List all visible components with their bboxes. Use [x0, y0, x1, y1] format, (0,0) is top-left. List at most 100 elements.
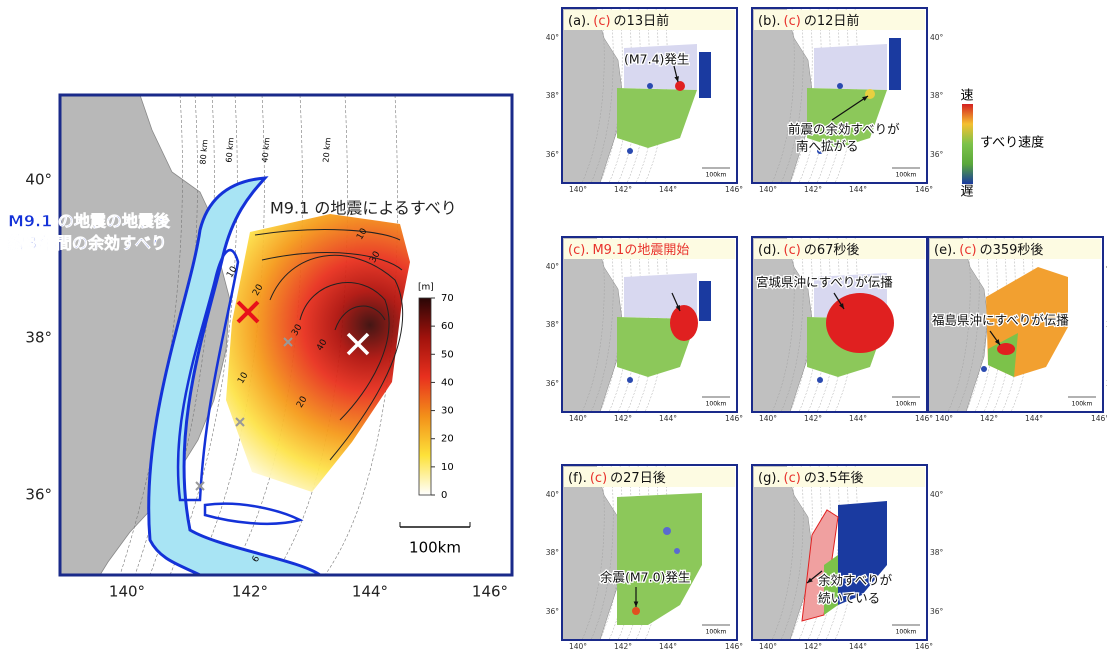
- y-tick-label: 36°: [546, 379, 560, 388]
- slip-patch: [674, 548, 680, 554]
- y-tick-label: 40°: [930, 33, 944, 42]
- figure: M9.1 の地震によるすべり M9.1 の地震の地震後 約３年間の余効すべり […: [0, 0, 1107, 654]
- x-tick-label: 142°: [614, 185, 632, 194]
- scale-label: 100km: [706, 172, 727, 179]
- x-tick-label: 146°: [725, 414, 743, 423]
- x-tick-label: 144°: [849, 642, 867, 651]
- panel-title: (a).(c)の13日前: [568, 13, 669, 29]
- annotation: (M7.4)発生: [624, 52, 689, 67]
- y-tick-label: 38°: [930, 548, 944, 557]
- panel-title: (c).M9.1の地震開始: [568, 243, 689, 258]
- scale-label: 100km: [1072, 401, 1093, 408]
- y-tick-label: 40°: [546, 33, 560, 42]
- x-tick-label: 144°: [1025, 414, 1043, 423]
- y-tick-label: 38°: [546, 91, 560, 100]
- x-tick-label: 140°: [569, 185, 587, 194]
- panel: (c).M9.1の地震開始100km140°142°144°146°40°38°…: [546, 237, 744, 423]
- title-part: (c): [959, 243, 976, 258]
- x-tick-label: 146°: [1091, 414, 1107, 423]
- x-tick-label: 146°: [915, 642, 933, 651]
- scale-label: 100km: [706, 629, 727, 636]
- title-part: (c): [784, 243, 801, 258]
- y-tick-label: 36°: [930, 150, 944, 159]
- x-tick-label: 140°: [935, 414, 953, 423]
- slip-patch: [670, 305, 698, 341]
- slip-patch: [837, 83, 843, 89]
- title-part: の12日前: [804, 13, 860, 29]
- panel-title: (e).(c) の359秒後: [934, 243, 1043, 258]
- title-part: の13日前: [614, 13, 670, 29]
- slip-patch: [632, 607, 640, 615]
- x-tick-label: 142°: [980, 414, 998, 423]
- title-part: M9.1の地震開始: [592, 243, 689, 258]
- panel: (g).(c)の3.5年後余効すべりが続いている100km140°142°144…: [752, 465, 944, 651]
- y-tick-label: 40°: [546, 490, 560, 499]
- slip-patch: [663, 527, 671, 535]
- slip-patch: [817, 377, 823, 383]
- x-tick-label: 146°: [915, 414, 933, 423]
- colorbar-tick-label: 70: [441, 293, 454, 304]
- title-part: の67秒後: [804, 243, 860, 258]
- colorbar-tick-label: 40: [441, 377, 454, 388]
- afterslip-title: M9.1 の地震の地震後: [8, 212, 171, 231]
- slip-patch: [699, 52, 711, 98]
- slip-patch: [627, 148, 633, 154]
- annotation: 余震(M7.0)発生: [600, 570, 690, 585]
- x-tick-label: 144°: [849, 185, 867, 194]
- y-tick-label: 38°: [546, 548, 560, 557]
- x-tick-label: 144°: [849, 414, 867, 423]
- scale-label: 100km: [896, 629, 917, 636]
- scale-label: 100km: [896, 172, 917, 179]
- annotation: 南へ拡がる: [796, 139, 859, 154]
- x-tick-label: 142°: [804, 642, 822, 651]
- title-part: の359秒後: [980, 243, 1044, 258]
- slip-title: M9.1 の地震によるすべり: [270, 199, 457, 218]
- slip-patch: [889, 38, 901, 90]
- slip-patch: [675, 81, 685, 91]
- title-part: (c).: [568, 243, 589, 258]
- x-tick-label: 142°: [614, 414, 632, 423]
- x-tick-label: 144°: [352, 583, 388, 601]
- scale-label: 100km: [706, 401, 727, 408]
- y-tick-label: 36°: [546, 607, 560, 616]
- colorbar-tick-label: 10: [441, 462, 454, 473]
- colorbar-unit: [m]: [418, 283, 434, 293]
- title-part: (e).: [934, 243, 956, 258]
- x-tick-label: 140°: [759, 414, 777, 423]
- x-tick-label: 142°: [804, 414, 822, 423]
- slip-patch: [699, 281, 711, 321]
- title-part: (c): [784, 14, 801, 29]
- annotation: 余効すべりが: [818, 573, 893, 588]
- main-map: [60, 95, 512, 575]
- x-tick-label: 140°: [759, 642, 777, 651]
- annotation: 宮城県沖にすべりが伝播: [756, 275, 893, 290]
- x-tick-label: 146°: [725, 642, 743, 651]
- x-tick-label: 144°: [659, 414, 677, 423]
- slip-patch: [647, 83, 653, 89]
- slip-patch: [627, 377, 633, 383]
- velocity-bar: [962, 104, 973, 184]
- panel-title: (f).(c)の27日後: [568, 471, 666, 486]
- legend-slow: 遅: [960, 185, 973, 200]
- annotation: 続いている: [818, 591, 880, 606]
- panel: (d).(c)の67秒後宮城県沖にすべりが伝播100km140°142°144°…: [752, 237, 933, 423]
- x-tick-label: 140°: [569, 414, 587, 423]
- x-tick-label: 146°: [472, 583, 508, 601]
- x-tick-label: 146°: [915, 185, 933, 194]
- y-tick-label: 36°: [546, 150, 560, 159]
- x-tick-label: 142°: [232, 583, 268, 601]
- x-tick-label: 146°: [725, 185, 743, 194]
- legend-fast: 速: [960, 89, 973, 104]
- title-part: (a).: [568, 14, 590, 29]
- annotation: 前震の余効すべりが: [788, 122, 900, 137]
- title-part: の3.5年後: [804, 471, 864, 486]
- y-tick-label: 40°: [25, 171, 52, 189]
- colorbar-tick-label: 0: [441, 490, 447, 501]
- afterslip-title: 約３年間の余効すべり: [8, 234, 167, 253]
- title-part: (f).: [568, 471, 587, 486]
- annotation: 福島県沖にすべりが伝播: [932, 313, 1069, 328]
- title-part: (b).: [758, 14, 781, 29]
- y-tick-label: 40°: [930, 490, 944, 499]
- title-part: (c): [784, 471, 801, 486]
- x-tick-label: 140°: [109, 583, 145, 601]
